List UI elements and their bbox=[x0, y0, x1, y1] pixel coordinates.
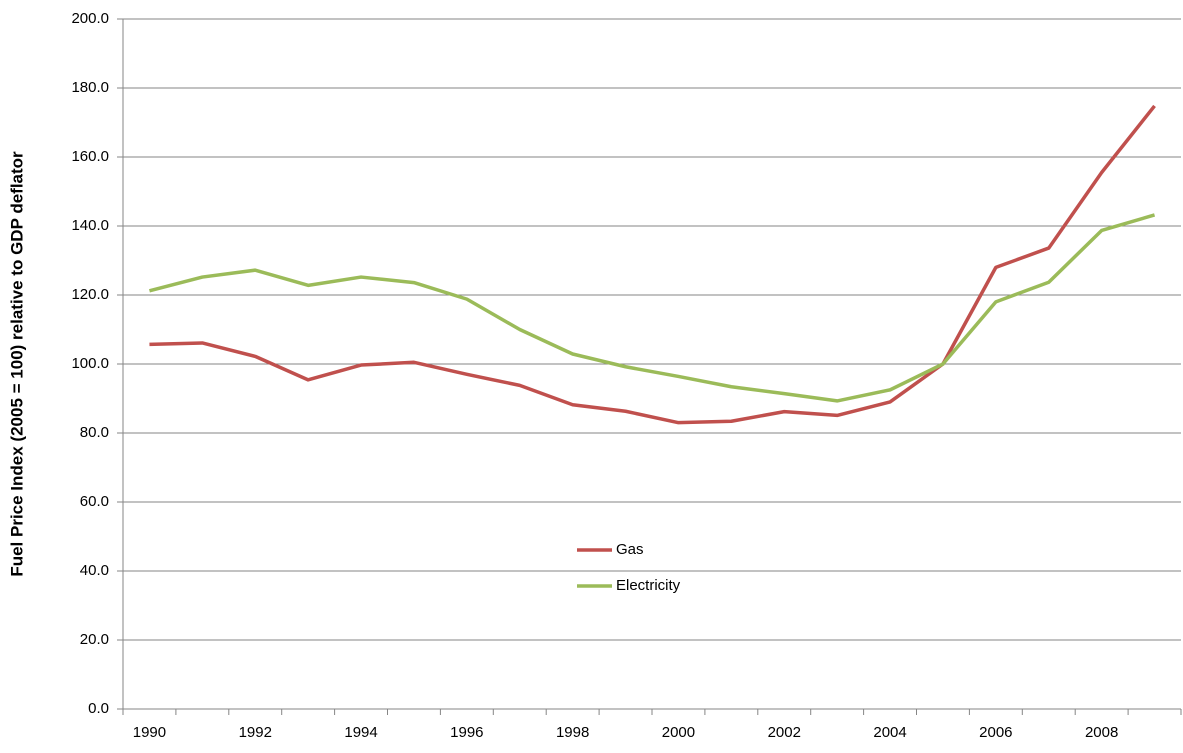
y-tick-label: 0.0 bbox=[88, 700, 109, 717]
y-tick-label: 40.0 bbox=[80, 562, 109, 579]
y-axis-title: Fuel Price Index (2005 = 100) relative t… bbox=[7, 151, 26, 577]
x-tick-label: 2000 bbox=[662, 724, 695, 741]
legend-label: Gas bbox=[616, 541, 644, 558]
x-tick-label: 2006 bbox=[979, 724, 1012, 741]
x-tick-label: 1992 bbox=[239, 724, 272, 741]
x-tick-label: 1990 bbox=[133, 724, 166, 741]
y-tick-label: 60.0 bbox=[80, 493, 109, 510]
line-series bbox=[149, 213, 1156, 403]
y-tick-label: 120.0 bbox=[71, 286, 109, 303]
y-tick-label: 200.0 bbox=[71, 10, 109, 27]
x-tick-label: 2008 bbox=[1085, 724, 1118, 741]
x-tick-label: 1996 bbox=[450, 724, 483, 741]
legend-label: Electricity bbox=[616, 577, 681, 594]
y-tick-label: 140.0 bbox=[71, 217, 109, 234]
x-tick-label: 1994 bbox=[344, 724, 377, 741]
line-series bbox=[149, 104, 1156, 425]
x-tick-label: 1998 bbox=[556, 724, 589, 741]
y-tick-label: 20.0 bbox=[80, 631, 109, 648]
y-tick-label: 80.0 bbox=[80, 424, 109, 441]
y-tick-label: 180.0 bbox=[71, 79, 109, 96]
x-tick-label: 2002 bbox=[768, 724, 801, 741]
x-tick-label: 2004 bbox=[873, 724, 906, 741]
y-tick-label: 160.0 bbox=[71, 148, 109, 165]
y-tick-label: 100.0 bbox=[71, 355, 109, 372]
